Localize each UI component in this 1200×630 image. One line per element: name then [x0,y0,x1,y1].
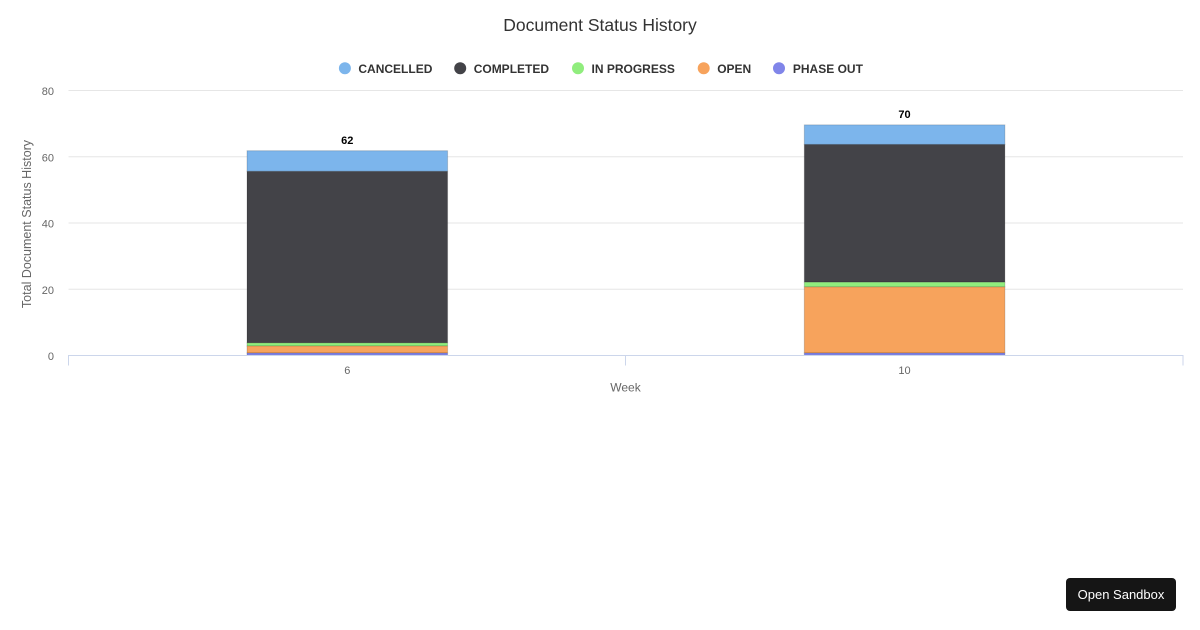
svg-text:80: 80 [42,86,54,98]
svg-text:62: 62 [341,135,353,147]
svg-text:6: 6 [344,365,350,377]
svg-text:0: 0 [48,351,54,363]
svg-text:40: 40 [42,219,54,231]
svg-text:OPEN: OPEN [717,62,751,76]
svg-text:20: 20 [42,285,54,297]
svg-text:70: 70 [898,109,910,121]
svg-text:10: 10 [898,365,910,377]
svg-text:COMPLETED: COMPLETED [474,62,550,76]
svg-text:CANCELLED: CANCELLED [358,62,432,76]
svg-text:Document Status History: Document Status History [503,15,697,35]
svg-text:PHASE OUT: PHASE OUT [793,62,864,76]
svg-text:IN PROGRESS: IN PROGRESS [592,62,675,76]
svg-text:Total Document Status History: Total Document Status History [20,139,34,308]
svg-text:Week: Week [610,380,641,394]
svg-text:60: 60 [42,152,54,164]
